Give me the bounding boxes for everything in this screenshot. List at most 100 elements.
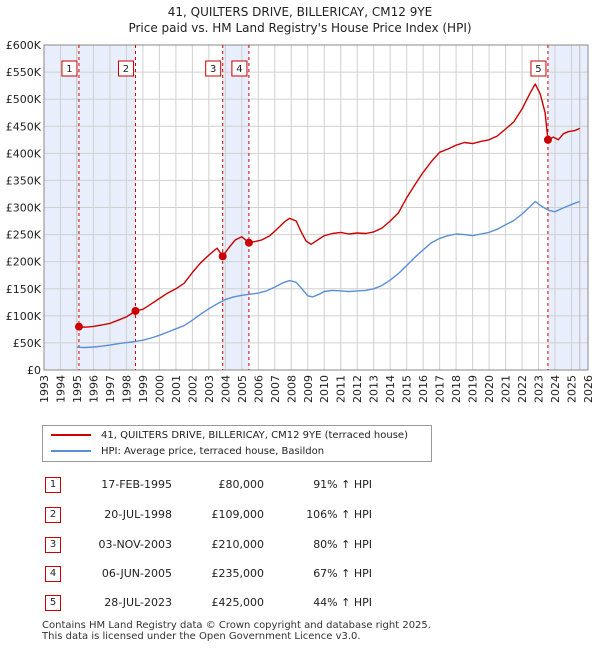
sale-marker-box xyxy=(231,60,248,77)
sale-date: 28-JUL-2023 xyxy=(104,596,172,609)
sale-hpi-change: 91% ↑ HPI xyxy=(313,478,372,491)
x-tick-label: 2000 xyxy=(153,375,166,403)
x-tick-label: 1997 xyxy=(104,375,117,403)
y-tick-label: £300K xyxy=(6,202,42,215)
chart-subtitle: Price paid vs. HM Land Registry's House … xyxy=(128,21,472,35)
x-tick-label: 2020 xyxy=(483,375,496,403)
legend-item-property: 41, QUILTERS DRIVE, BILLERICAY, CM12 9YE… xyxy=(51,429,408,443)
legend-swatch-hpi xyxy=(51,450,91,452)
sale-marker-label: 4 xyxy=(236,64,242,75)
x-tick-label: 2019 xyxy=(467,375,480,403)
footer-line-licence: This data is licensed under the Open Gov… xyxy=(42,631,361,642)
x-tick-label: 2003 xyxy=(203,375,216,403)
y-tick-label: £50K xyxy=(13,337,42,350)
legend-swatch-property xyxy=(51,434,91,436)
x-tick-label: 1998 xyxy=(120,375,133,403)
x-tick-label: 2014 xyxy=(384,375,397,403)
chart-title-block: 41, QUILTERS DRIVE, BILLERICAY, CM12 9YE… xyxy=(0,4,600,36)
x-tick-label: 2024 xyxy=(549,375,562,403)
sale-price: £80,000 xyxy=(218,478,265,491)
x-tick-label: 1995 xyxy=(71,375,84,403)
table-row: 5 28-JUL-2023 £425,000 44% ↑ HPI xyxy=(42,595,562,611)
plot-border xyxy=(43,44,589,371)
sale-number-badge: 1 xyxy=(45,477,61,493)
footer-attribution: Contains HM Land Registry data © Crown c… xyxy=(42,620,431,642)
x-tick-label: 2016 xyxy=(417,375,430,403)
sale-price: £210,000 xyxy=(211,538,265,551)
y-tick-label: £250K xyxy=(6,229,42,242)
sale-marker-box xyxy=(205,60,222,77)
x-tick-label: 2006 xyxy=(252,375,265,403)
sale-date: 17-FEB-1995 xyxy=(101,478,172,491)
sale-marker-box xyxy=(530,60,547,77)
x-tick-label: 2007 xyxy=(269,375,282,403)
sale-marker-box xyxy=(61,60,78,77)
x-tick-label: 2017 xyxy=(434,375,447,403)
sale-price: £109,000 xyxy=(211,508,265,521)
x-tick-label: 2011 xyxy=(335,375,348,403)
y-tick-label: £100K xyxy=(6,310,42,323)
y-tick-label: £600K xyxy=(6,39,42,52)
y-tick-label: £150K xyxy=(6,283,42,296)
sale-date: 06-JUN-2005 xyxy=(101,567,172,580)
sale-marker-label: 2 xyxy=(123,64,129,75)
x-tick-label: 2026 xyxy=(582,375,595,403)
x-tick-label: 2010 xyxy=(318,375,331,403)
table-row: 1 17-FEB-1995 £80,000 91% ↑ HPI xyxy=(42,477,562,493)
sale-point xyxy=(131,306,140,315)
sale-date: 20-JUL-1998 xyxy=(104,508,172,521)
y-tick-label: £200K xyxy=(6,256,42,269)
sale-hpi-change: 80% ↑ HPI xyxy=(313,538,372,551)
x-tick-label: 2025 xyxy=(566,375,579,403)
x-tick-label: 2008 xyxy=(285,375,298,403)
sale-point xyxy=(244,238,253,247)
sale-point xyxy=(74,322,83,331)
sale-hpi-change: 67% ↑ HPI xyxy=(313,567,372,580)
x-tick-label: 1999 xyxy=(137,375,150,403)
x-tick-label: 2023 xyxy=(533,375,546,403)
price-chart: 1 2 3 4 5 £0 £50K £100K £150K £200K £250K £300K £350… xyxy=(6,39,595,403)
sale-hpi-change: 106% ↑ HPI xyxy=(306,508,372,521)
property-price-line xyxy=(78,83,581,328)
y-tick-label: £500K xyxy=(6,93,42,106)
chart-legend: 41, QUILTERS DRIVE, BILLERICAY, CM12 9YE… xyxy=(42,425,432,462)
x-tick-label: 2012 xyxy=(351,375,364,403)
sale-price: £235,000 xyxy=(211,567,265,580)
sale-marker-label: 1 xyxy=(66,64,72,75)
x-tick-label: 2002 xyxy=(186,375,199,403)
sale-number-badge: 3 xyxy=(45,537,61,553)
sale-number-badge: 5 xyxy=(45,595,61,611)
sale-hpi-change: 44% ↑ HPI xyxy=(313,596,372,609)
x-tick-label: 2001 xyxy=(170,375,183,403)
x-tick-label: 1993 xyxy=(38,375,51,403)
x-tick-label: 2018 xyxy=(450,375,463,403)
table-row: 4 06-JUN-2005 £235,000 67% ↑ HPI xyxy=(42,566,562,582)
sale-marker-label: 3 xyxy=(210,64,216,75)
legend-item-hpi: HPI: Average price, terraced house, Basi… xyxy=(51,445,324,459)
x-tick-label: 2013 xyxy=(368,375,381,403)
x-tick-label: 1996 xyxy=(87,375,100,403)
x-tick-label: 1994 xyxy=(54,375,67,403)
y-tick-label: £350K xyxy=(6,174,42,187)
y-tick-label: £400K xyxy=(6,147,42,160)
y-tick-label: £550K xyxy=(6,66,42,79)
sale-marker-box xyxy=(117,60,134,77)
table-row: 3 03-NOV-2003 £210,000 80% ↑ HPI xyxy=(42,537,562,553)
sale-point xyxy=(543,135,552,144)
sale-price: £425,000 xyxy=(211,596,265,609)
sale-marker-label: 5 xyxy=(535,64,541,75)
y-tick-label: £0 xyxy=(27,364,41,377)
x-tick-label: 2022 xyxy=(516,375,529,403)
y-tick-label: £450K xyxy=(6,120,42,133)
sale-number-badge: 4 xyxy=(45,566,61,582)
footer-line-copyright: Contains HM Land Registry data © Crown c… xyxy=(42,620,431,631)
sale-point xyxy=(218,252,227,261)
x-tick-label: 2005 xyxy=(236,375,249,403)
sale-date: 03-NOV-2003 xyxy=(98,538,172,551)
table-row: 2 20-JUL-1998 £109,000 106% ↑ HPI xyxy=(42,507,562,523)
x-tick-label: 2021 xyxy=(500,375,513,403)
sale-number-badge: 2 xyxy=(45,507,61,523)
x-tick-label: 2009 xyxy=(302,375,315,403)
chart-title: 41, QUILTERS DRIVE, BILLERICAY, CM12 9YE xyxy=(167,5,433,19)
x-tick-label: 2004 xyxy=(219,375,232,403)
